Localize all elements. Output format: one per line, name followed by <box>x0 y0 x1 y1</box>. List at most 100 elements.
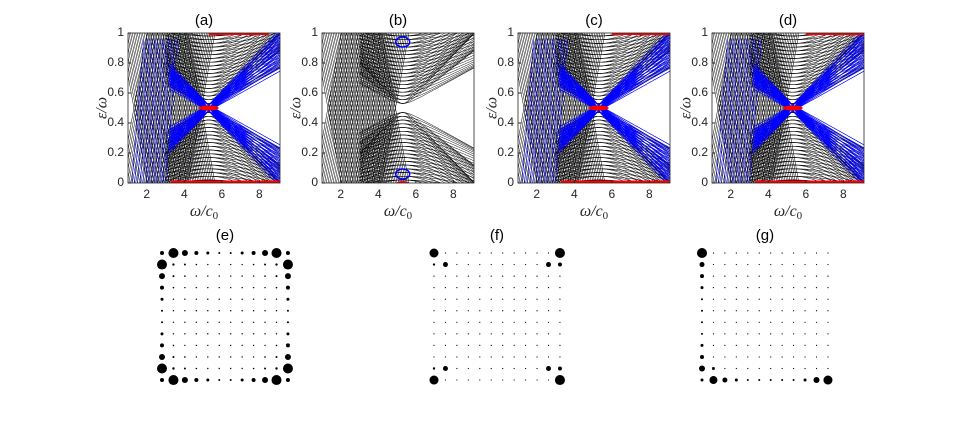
site-dot <box>444 298 447 300</box>
site-dot <box>734 378 738 382</box>
site-dot <box>525 356 527 358</box>
site-dot <box>207 333 209 335</box>
band-curve <box>555 149 670 167</box>
site-dot <box>218 367 220 370</box>
band-curve <box>552 38 565 183</box>
site-dot <box>513 333 515 335</box>
band-curve <box>755 33 831 44</box>
band-curve <box>740 38 754 183</box>
site-dot <box>285 285 290 290</box>
band-curve <box>555 33 657 63</box>
site-dot <box>490 298 492 300</box>
band-curve <box>362 33 443 40</box>
site-dot <box>218 333 220 335</box>
site-dot <box>547 275 550 277</box>
band-curve <box>359 127 474 153</box>
site-dot <box>804 333 806 335</box>
site-dot <box>747 356 749 358</box>
site-dot <box>467 367 469 370</box>
x-tick-label: 6 <box>218 187 225 201</box>
y-tick-label: 0.8 <box>107 55 124 69</box>
site-dot <box>747 367 749 370</box>
band-curve <box>753 38 864 151</box>
x-tick-label: 2 <box>337 187 344 201</box>
site-dot <box>747 333 749 335</box>
band-curve <box>749 44 864 59</box>
band-curve <box>168 176 249 183</box>
site-dot <box>502 252 504 254</box>
site-dot <box>781 333 783 335</box>
site-dot <box>701 321 703 324</box>
crossing <box>394 168 411 180</box>
site-dot <box>241 344 243 347</box>
site-dot <box>735 275 737 277</box>
site-dot <box>747 321 749 323</box>
y-tick-label: 0.4 <box>497 115 514 129</box>
x-label-base: ω/c <box>774 203 797 220</box>
site-dot <box>264 333 266 335</box>
band-curve <box>359 134 474 172</box>
x-tick-label: 6 <box>608 187 615 201</box>
site-dot <box>241 367 243 370</box>
site-dot <box>240 378 244 382</box>
site-dot <box>712 275 715 277</box>
band-curve <box>165 33 280 59</box>
y-tick-label: 0.6 <box>301 85 318 99</box>
band-curve <box>555 33 670 59</box>
site-dot <box>262 377 269 384</box>
band-curve <box>749 149 864 167</box>
site-dot <box>160 343 164 348</box>
site-dot <box>218 379 221 382</box>
band-curve <box>753 33 864 151</box>
band-curve <box>749 38 762 183</box>
band-curve <box>359 176 460 183</box>
site-dot <box>479 356 481 358</box>
site-dot <box>815 252 818 254</box>
band-curve <box>169 34 280 154</box>
site-dot <box>207 298 209 300</box>
band-curve <box>362 176 443 183</box>
site-dot <box>700 378 704 382</box>
site-dot <box>429 375 439 385</box>
band-curve <box>555 157 670 183</box>
site-dot <box>547 310 550 312</box>
site-dot <box>827 356 829 358</box>
site-dot <box>758 310 760 312</box>
band-curve <box>577 33 620 37</box>
band-curve <box>169 65 280 178</box>
site-dot <box>456 344 458 346</box>
band-curve <box>151 38 164 183</box>
site-dot <box>770 333 772 335</box>
site-dot <box>229 379 232 382</box>
band-curve <box>529 38 543 183</box>
band-curve <box>359 157 474 172</box>
band-curve <box>555 35 670 48</box>
x-tick-label: 8 <box>646 187 653 201</box>
site-dot <box>770 287 772 289</box>
band-curve <box>746 38 759 183</box>
site-dot <box>804 275 806 277</box>
band-curve <box>359 48 474 93</box>
band-curve <box>753 62 864 182</box>
band-curve <box>156 38 170 183</box>
site-dot <box>275 263 278 266</box>
site-dot <box>490 263 492 266</box>
site-dot <box>701 309 703 312</box>
edge-state <box>611 33 670 35</box>
site-dot <box>161 321 163 324</box>
site-dot <box>815 275 818 277</box>
site-dot <box>252 344 255 347</box>
band-curve <box>749 35 864 48</box>
site-dot <box>804 321 806 323</box>
site-dot <box>712 356 715 358</box>
site-dot <box>547 333 550 335</box>
site-dot <box>207 367 209 370</box>
site-dot <box>547 287 550 289</box>
site-dot <box>536 356 538 358</box>
site-dot <box>432 263 436 266</box>
band-curve <box>559 37 670 143</box>
site-dot <box>559 321 561 323</box>
band-curve <box>558 33 639 40</box>
panel: 2 4 6 800.20.40.60.81(b)ω/c0ε/ω <box>288 12 475 222</box>
site-dot <box>502 287 504 289</box>
